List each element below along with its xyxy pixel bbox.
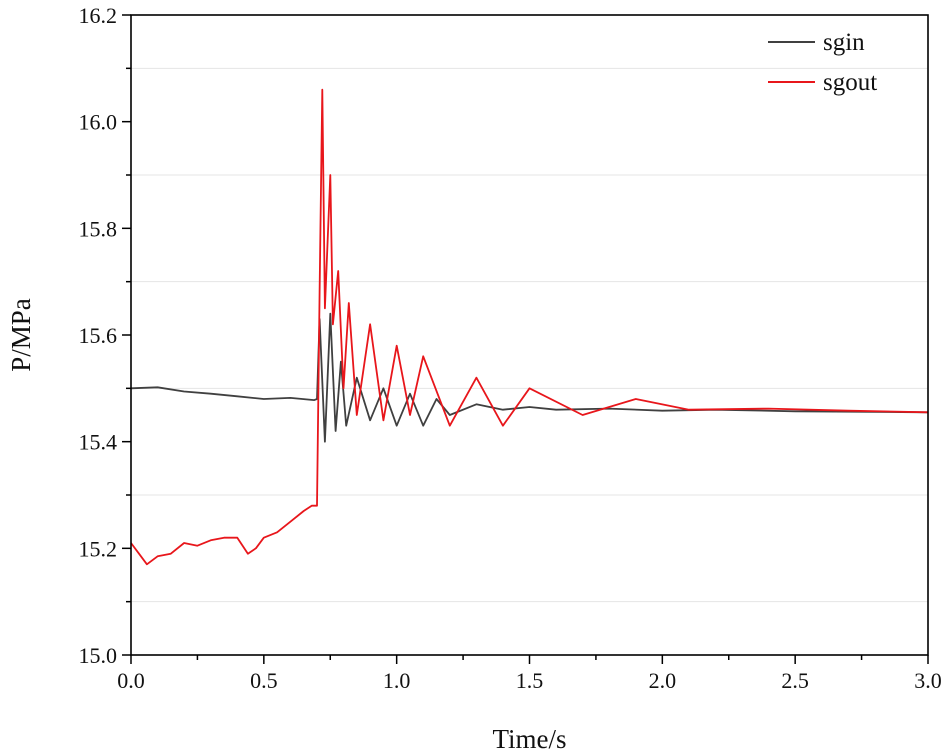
plot-frame [130,14,929,656]
legend: sgin sgout [768,29,877,96]
y-tick-labels: 15.0 15.2 15.4 15.6 15.8 16.0 16.2 [79,3,118,668]
y-axis-title: P/MPa [6,298,36,372]
y-tick-label: 15.4 [79,430,118,455]
x-tick-label: 2.5 [781,668,809,693]
x-tick-label: 2.0 [649,668,677,693]
series-line-sgin [130,312,929,443]
legend-label-sgin: sgin [823,29,865,56]
legend-label-sgout: sgout [823,69,877,96]
y-tick-label: 15.0 [79,643,118,668]
x-tick-label: 1.0 [383,668,411,693]
axis-ticks [122,14,929,664]
y-tick-label: 16.0 [79,110,118,135]
x-tick-label: 0.0 [117,668,145,693]
x-tick-label: 1.5 [516,668,544,693]
x-tick-labels: 0.0 0.5 1.0 1.5 2.0 2.5 3.0 [117,668,942,693]
grid-lines [131,67,928,603]
x-tick-label: 0.5 [250,668,278,693]
x-axis-title: Time/s [492,724,566,754]
y-tick-label: 15.2 [79,536,118,561]
x-tick-label: 3.0 [914,668,942,693]
series-line-sgout [130,88,929,566]
y-tick-label: 16.2 [79,3,118,28]
y-tick-label: 15.8 [79,216,118,241]
series-lines [130,88,929,566]
y-tick-label: 15.6 [79,323,118,348]
